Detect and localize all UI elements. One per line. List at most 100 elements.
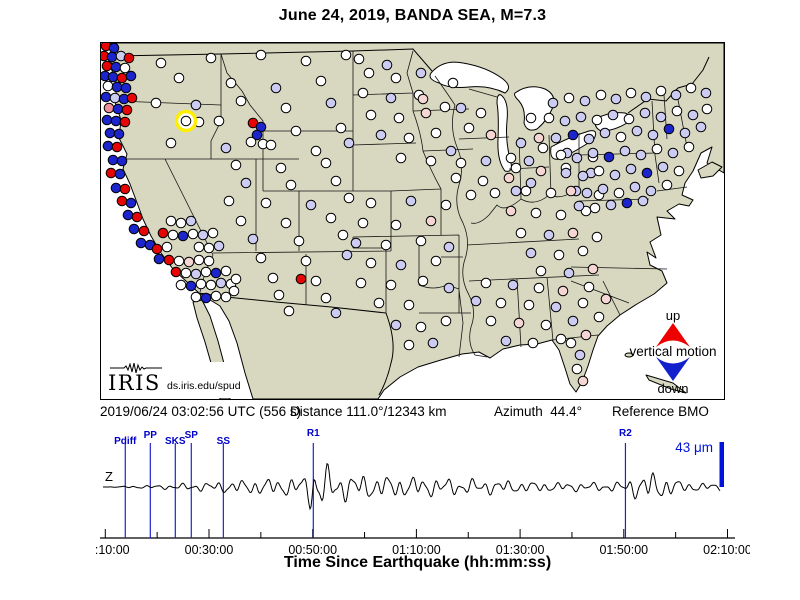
station-marker: [205, 279, 217, 291]
station-marker: [417, 275, 429, 287]
station-marker: [603, 151, 615, 163]
station-marker: [619, 145, 631, 157]
seismogram-trace: [103, 462, 721, 511]
station-marker: [523, 299, 535, 311]
station-marker: [185, 215, 197, 227]
station-marker: [687, 109, 699, 121]
station-marker: [489, 187, 501, 199]
station-marker: [480, 155, 492, 167]
x-tick-label: 00:50:00: [288, 543, 337, 557]
phase-label-ss: SS: [216, 436, 231, 447]
station-marker: [113, 128, 125, 140]
station-marker: [661, 179, 673, 191]
station-marker: [220, 291, 232, 303]
station-marker: [273, 289, 285, 301]
station-marker: [315, 75, 327, 87]
station-marker: [430, 127, 442, 139]
station-marker: [535, 165, 547, 177]
station-marker: [330, 175, 342, 187]
station-marker: [180, 267, 192, 279]
station-marker: [193, 254, 205, 266]
station-marker: [228, 285, 240, 297]
station-marker: [571, 363, 583, 375]
station-marker: [623, 113, 635, 125]
station-marker: [587, 263, 599, 275]
scale-bar-label: 43 μm: [675, 440, 713, 455]
station-marker: [200, 266, 212, 278]
station-marker: [310, 145, 322, 157]
station-marker: [510, 162, 522, 174]
station-marker: [220, 142, 232, 154]
legend-up-label: up: [665, 308, 681, 323]
station-marker: [290, 125, 302, 137]
station-marker: [485, 315, 497, 327]
station-marker: [128, 223, 140, 235]
station-marker: [553, 249, 565, 261]
station-marker: [280, 217, 292, 229]
station-marker: [463, 122, 475, 134]
station-marker: [605, 199, 617, 211]
station-marker: [597, 183, 609, 195]
station-marker: [393, 112, 405, 124]
station-marker: [197, 229, 209, 241]
station-marker: [126, 92, 138, 104]
station-marker: [587, 147, 599, 159]
station-marker: [380, 239, 392, 251]
station-marker: [295, 273, 307, 285]
station-marker: [165, 215, 177, 227]
component-label: Z: [105, 469, 113, 484]
station-marker: [210, 290, 222, 302]
station-marker: [550, 301, 562, 313]
up-triangle-icon: [656, 323, 690, 347]
station-marker: [215, 277, 227, 289]
station-marker: [170, 266, 182, 278]
station-marker: [530, 207, 542, 219]
station-marker: [550, 132, 562, 144]
station-marker: [525, 247, 537, 259]
station-marker: [109, 92, 121, 104]
station-marker: [657, 161, 669, 173]
station-marker: [119, 183, 131, 195]
station-marker: [220, 265, 232, 277]
station-marker: [247, 233, 259, 245]
station-marker: [527, 337, 539, 349]
station-marker: [563, 92, 575, 104]
station-marker: [123, 52, 135, 64]
station-marker: [655, 85, 667, 97]
iris-logo-text: IRIS: [108, 371, 161, 395]
station-marker: [207, 227, 219, 239]
station-marker: [395, 259, 407, 271]
station-marker: [557, 285, 569, 297]
station-marker: [223, 195, 235, 207]
station-marker: [571, 152, 583, 164]
station-marker: [357, 87, 369, 99]
station-marker: [235, 95, 247, 107]
station-marker: [613, 187, 625, 199]
station-marker: [190, 291, 202, 303]
station-marker: [415, 67, 427, 79]
station-marker: [505, 205, 517, 217]
station-marker: [330, 307, 342, 319]
station-marker: [111, 81, 123, 93]
station-marker: [355, 277, 367, 289]
station-marker: [425, 215, 437, 227]
station-marker: [547, 97, 559, 109]
station-marker: [580, 329, 592, 341]
station-marker: [119, 116, 131, 128]
station-marker: [523, 155, 535, 167]
station-marker: [430, 255, 442, 267]
station-marker: [575, 111, 587, 123]
station-marker: [525, 177, 537, 189]
station-marker: [305, 199, 317, 211]
station-marker: [405, 195, 417, 207]
station-marker: [365, 257, 377, 269]
station-marker: [520, 185, 532, 197]
station-marker: [625, 87, 637, 99]
station-marker: [203, 255, 215, 267]
station-marker: [443, 282, 455, 294]
reference-station-marker: [180, 115, 192, 127]
station-marker: [203, 242, 215, 254]
station-marker: [427, 337, 439, 349]
station-marker: [125, 197, 137, 209]
iris-seismogram-icon: [110, 363, 162, 373]
